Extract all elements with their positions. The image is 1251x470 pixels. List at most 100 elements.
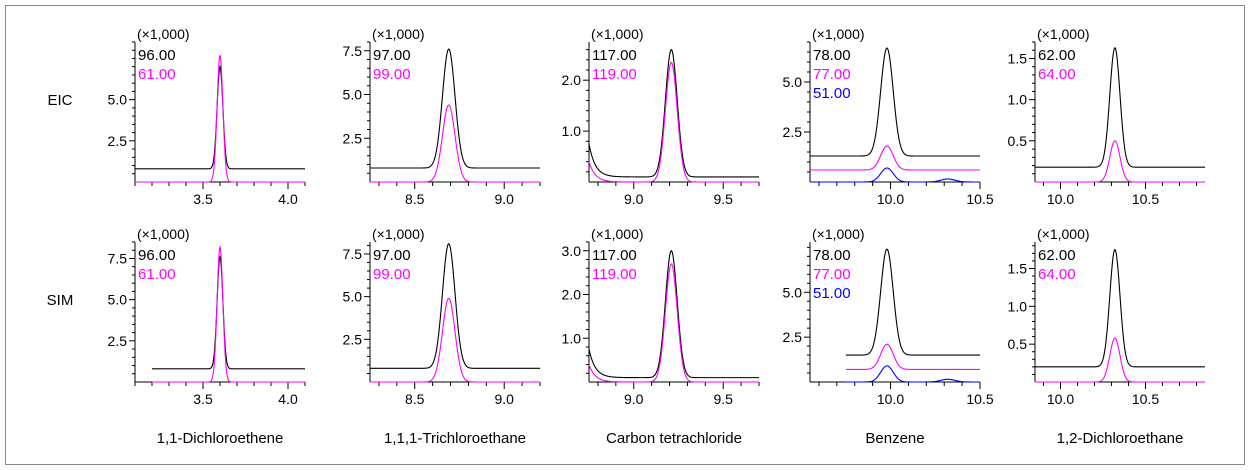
compound-label: Carbon tetrachloride [606, 430, 742, 447]
trace-117-00 [588, 249, 759, 379]
trace-96-00 [135, 64, 305, 170]
legend-mz-61-00: 61.00 [138, 266, 176, 283]
y-tick-label: 7.5 [343, 246, 363, 262]
x-tick-label: 9.0 [494, 191, 514, 207]
y-tick-label: 2.5 [108, 133, 128, 149]
x-tick-label: 10.0 [877, 391, 904, 407]
legend-mz-117-00: 117.00 [592, 47, 637, 64]
legend-mz-99-00: 99.00 [373, 66, 411, 83]
x-tick-label: 3.5 [193, 191, 213, 207]
legend-bg [372, 246, 422, 264]
x-tick-label: 9.0 [624, 191, 644, 207]
legend-mz-119-00: 119.00 [592, 266, 637, 283]
legend-mz-51-00: 51.00 [813, 85, 851, 102]
x-tick-label: 10.0 [1047, 391, 1074, 407]
y-tick-label: 1.0 [562, 330, 582, 346]
legend-bg [812, 265, 862, 283]
legend-mz-96-00: 96.00 [138, 247, 176, 264]
trace-97-00 [370, 48, 540, 169]
multiplier-label: (×1,000) [812, 26, 865, 42]
legend-bg [812, 46, 862, 64]
x-tick-label: 8.5 [405, 391, 425, 407]
y-tick-label: 5.0 [343, 87, 363, 103]
legend-mz-99-00: 99.00 [373, 266, 411, 283]
trace-99-00 [370, 104, 540, 183]
legend-bg [591, 65, 641, 83]
trace-51-00 [845, 365, 980, 383]
legend-mz-77-00: 77.00 [813, 66, 851, 83]
legend-mz-78-00: 78.00 [813, 247, 851, 264]
legend-bg [137, 246, 187, 264]
legend-bg [591, 246, 641, 264]
multiplier-label: (×1,000) [372, 26, 425, 42]
legend-bg [137, 65, 187, 83]
legend-mz-77-00: 77.00 [813, 266, 851, 283]
x-tick-label: 9.0 [624, 391, 644, 407]
trace-61-00 [135, 55, 305, 183]
x-tick-label: 9.5 [713, 391, 733, 407]
legend-mz-51-00: 51.00 [813, 285, 851, 302]
x-tick-label: 4.0 [278, 191, 298, 207]
legend-bg [1037, 65, 1087, 83]
trace-117-00 [588, 48, 759, 178]
multiplier-label: (×1,000) [372, 226, 425, 242]
legend-mz-64-00: 64.00 [1038, 266, 1076, 283]
compound-label: 1,1-Dichloroethene [157, 430, 284, 447]
x-tick-label: 4.0 [278, 391, 298, 407]
legend-bg [372, 65, 422, 83]
x-tick-label: 8.5 [405, 191, 425, 207]
y-tick-label: 5.0 [343, 289, 363, 305]
y-tick-label: 5.0 [108, 92, 128, 108]
legend-mz-117-00: 117.00 [592, 247, 637, 264]
x-tick-label: 10.5 [1132, 391, 1159, 407]
compound-label: 1,2-Dichloroethane [1057, 430, 1184, 447]
multiplier-label: (×1,000) [591, 226, 644, 242]
legend-bg [137, 265, 187, 283]
y-tick-label: 2.5 [783, 329, 803, 345]
legend-mz-64-00: 64.00 [1038, 66, 1076, 83]
y-tick-label: 5.0 [108, 292, 128, 308]
y-tick-label: 0.5 [1008, 133, 1028, 149]
multiplier-label: (×1,000) [591, 26, 644, 42]
trace-96-00 [152, 255, 305, 370]
legend-mz-61-00: 61.00 [138, 66, 176, 83]
x-tick-label: 10.0 [1047, 191, 1074, 207]
x-tick-label: 10.5 [966, 391, 993, 407]
trace-97-00 [370, 243, 540, 369]
y-tick-label: 5.0 [783, 74, 803, 90]
trace-61-00 [152, 245, 305, 383]
multiplier-label: (×1,000) [812, 226, 865, 242]
row-label-eic: EIC [47, 92, 72, 109]
trace-51-00 [810, 167, 980, 183]
y-tick-label: 1.0 [1008, 298, 1028, 314]
trace-119-00 [588, 61, 759, 183]
y-tick-label: 7.5 [108, 250, 128, 266]
row-label-sim: SIM [47, 292, 74, 309]
legend-mz-97-00: 97.00 [373, 247, 411, 264]
trace-99-00 [370, 297, 540, 383]
y-tick-label: 1.5 [1008, 260, 1028, 276]
y-tick-label: 1.5 [1008, 50, 1028, 66]
y-tick-label: 0.5 [1008, 336, 1028, 352]
x-tick-label: 3.5 [193, 391, 213, 407]
trace-77-00 [810, 145, 980, 171]
legend-bg [812, 84, 862, 102]
multiplier-label: (×1,000) [1037, 26, 1090, 42]
compound-label: Benzene [865, 430, 924, 447]
trace-64-00 [1035, 140, 1205, 183]
trace-77-00 [845, 343, 980, 370]
legend-bg [1037, 246, 1087, 264]
legend-bg [812, 65, 862, 83]
legend-bg [1037, 46, 1087, 64]
y-tick-label: 1.0 [1008, 92, 1028, 108]
legend-mz-97-00: 97.00 [373, 47, 411, 64]
x-tick-label: 10.5 [1132, 191, 1159, 207]
trace-64-00 [1035, 337, 1205, 383]
y-tick-label: 2.5 [343, 331, 363, 347]
y-tick-label: 2.0 [562, 72, 582, 88]
multiplier-label: (×1,000) [1037, 226, 1090, 242]
y-tick-label: 2.5 [343, 130, 363, 146]
x-tick-label: 9.5 [713, 191, 733, 207]
legend-bg [372, 265, 422, 283]
figure-frame [5, 5, 1245, 465]
